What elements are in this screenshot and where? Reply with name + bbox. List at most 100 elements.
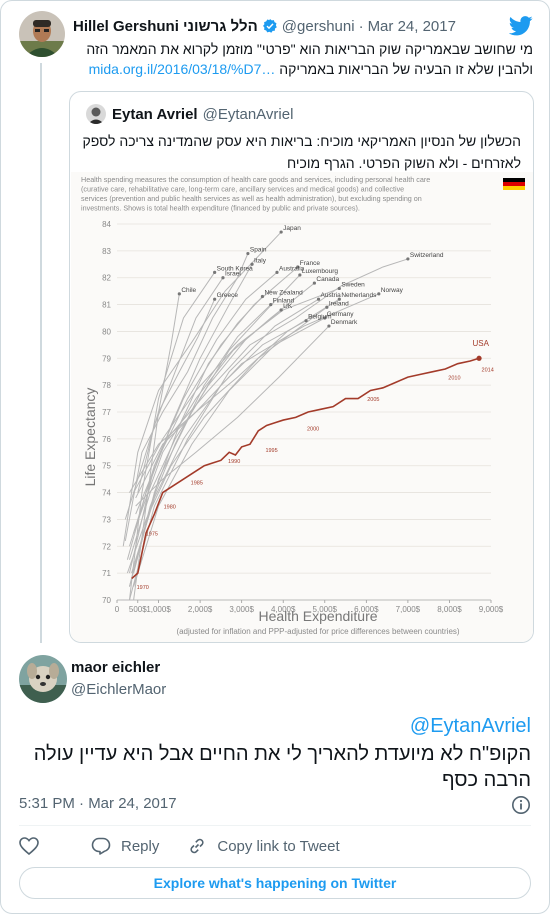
country-endpoint xyxy=(246,251,250,256)
country-endpoint xyxy=(296,265,300,269)
country-label: Luxembourg xyxy=(302,268,339,275)
explore-twitter-button[interactable]: Explore what's happening on Twitter xyxy=(19,867,531,899)
country-series-line xyxy=(131,320,307,574)
y-tick-label: 77 xyxy=(102,408,111,417)
country-label: Sweden xyxy=(341,281,365,288)
x-axis-label: Health Expenditure xyxy=(258,608,377,624)
country-endpoint xyxy=(213,297,217,301)
parent-tweet-date[interactable]: Mar 24, 2017 xyxy=(367,17,456,35)
reply-label: Reply xyxy=(121,837,160,855)
verified-badge-icon xyxy=(262,19,277,33)
y-tick-label: 74 xyxy=(102,489,111,498)
usa-year-label: 1980 xyxy=(164,505,176,511)
y-tick-label: 72 xyxy=(102,542,111,551)
country-label: Netherlands xyxy=(341,292,377,299)
parent-text-line-2: ולהבין שלא זו הבעיה של הבריאות באמריקה m… xyxy=(73,59,533,79)
reply-author-name[interactable]: maor eichler xyxy=(71,659,161,676)
life-expectancy-chart: Health spending measures the consumption… xyxy=(71,172,533,642)
x-tick-label: 2,000$ xyxy=(188,605,213,614)
usa-endpoint xyxy=(476,355,482,361)
y-tick-label: 84 xyxy=(102,220,111,229)
country-label: Switzerland xyxy=(410,252,444,259)
country-label: Spain xyxy=(250,247,267,254)
avatar[interactable] xyxy=(19,11,65,57)
y-tick-label: 80 xyxy=(102,327,111,336)
x-tick-label: 500$ xyxy=(129,605,147,614)
country-label: New Zealand xyxy=(264,290,303,297)
country-endpoint xyxy=(316,297,321,301)
x-tick-label: 5,000$ xyxy=(313,605,338,614)
country-label: South Korea xyxy=(217,265,254,272)
usa-series-line xyxy=(131,357,480,580)
y-tick-label: 82 xyxy=(102,274,111,283)
y-tick-label: 78 xyxy=(102,381,111,390)
copy-link-label: Copy link to Tweet xyxy=(217,837,340,855)
country-endpoint xyxy=(260,294,265,299)
y-tick-label: 73 xyxy=(102,515,111,524)
like-button[interactable] xyxy=(19,837,49,855)
info-icon[interactable] xyxy=(511,795,531,815)
y-tick-label: 71 xyxy=(102,569,111,578)
country-endpoint xyxy=(221,276,225,280)
usa-year-label: 2005 xyxy=(367,397,379,403)
chart-intro-text: Health spending measures the consumption… xyxy=(81,175,430,213)
usa-label: USA xyxy=(473,339,490,348)
country-label: Austria xyxy=(321,292,342,299)
parent-text-line-1: מי שחושב שבאמריקה שוק הבריאות הוא "פרטי"… xyxy=(86,41,533,57)
country-endpoint xyxy=(323,316,327,320)
parent-text-line-2-prefix: ולהבין שלא זו הבעיה של הבריאות באמריקה xyxy=(279,61,533,77)
usa-year-label: 2010 xyxy=(448,376,460,382)
x-axis-subtitle: (adjusted for inflation and PPP-adjusted… xyxy=(176,627,459,636)
country-endpoint xyxy=(250,262,254,266)
y-tick-label: 79 xyxy=(102,354,111,363)
country-series-line xyxy=(133,317,326,587)
country-endpoint xyxy=(275,270,279,274)
twitter-bird-icon[interactable] xyxy=(509,15,533,37)
y-tick-label: 70 xyxy=(102,596,111,605)
country-series-line xyxy=(128,274,301,587)
country-endpoint xyxy=(279,308,283,312)
quoted-author-avatar xyxy=(86,104,106,124)
copy-link-button[interactable]: Copy link to Tweet xyxy=(187,836,340,856)
country-series-line xyxy=(135,325,330,507)
reply-button[interactable]: Reply xyxy=(91,836,159,856)
country-label: UK xyxy=(283,303,293,310)
country-label: Greece xyxy=(217,292,239,299)
parent-tweet-header: Hillel Gershuni הלל גרשוני @gershuni · M… xyxy=(73,15,535,37)
quoted-author-name: Eytan Avriel xyxy=(112,105,198,123)
usa-year-label: 1975 xyxy=(146,531,158,537)
usa-year-label: 2000 xyxy=(307,427,319,433)
avatar[interactable] xyxy=(19,655,67,703)
x-tick-label: 1,000$ xyxy=(146,605,171,614)
parent-author-handle[interactable]: @gershuni xyxy=(281,17,355,35)
x-tick-label: 7,000$ xyxy=(396,605,421,614)
x-tick-label: 6,000$ xyxy=(354,605,379,614)
y-axis-label: Life Expectancy xyxy=(82,388,98,487)
divider xyxy=(19,825,531,826)
country-endpoint xyxy=(177,292,181,296)
quoted-tweet[interactable]: Eytan Avriel @EytanAvriel הכשלון של הנסי… xyxy=(69,91,534,643)
y-tick-label: 76 xyxy=(102,435,111,444)
reply-author-handle[interactable]: @EichlerMaor xyxy=(71,681,167,698)
y-tick-label: 75 xyxy=(102,462,111,471)
country-label: Belgium xyxy=(308,314,331,321)
chart-svg: Health spending measures the consumption… xyxy=(81,175,525,636)
country-series-line xyxy=(123,293,180,601)
country-endpoint xyxy=(269,302,273,307)
x-tick-label: 4,000$ xyxy=(271,605,296,614)
country-label: Ireland xyxy=(329,300,349,307)
country-label: Denmark xyxy=(331,319,358,326)
country-endpoint xyxy=(325,305,329,309)
country-endpoint xyxy=(279,230,283,234)
country-endpoint xyxy=(298,273,302,277)
country-series-line xyxy=(124,253,249,542)
article-link[interactable]: mida.org.il/2016/03/18/%D7… xyxy=(88,61,276,77)
country-endpoint xyxy=(327,324,331,328)
country-series-line xyxy=(122,231,282,547)
parent-author-name[interactable]: Hillel Gershuni הלל גרשוני xyxy=(73,17,258,35)
country-label: France xyxy=(300,260,321,267)
country-endpoint xyxy=(213,270,217,274)
mention-link[interactable]: @EytanAvriel xyxy=(409,715,531,737)
country-label: Norway xyxy=(381,287,404,294)
reply-timestamp[interactable]: 5:31 PM · Mar 24, 2017 xyxy=(19,795,177,812)
